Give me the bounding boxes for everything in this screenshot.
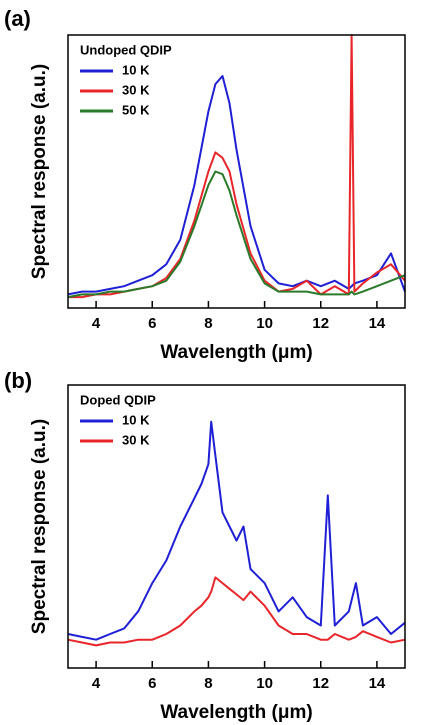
- x-tick-label: 4: [92, 675, 101, 692]
- x-axis-label: Wavelength (μm): [160, 702, 312, 723]
- legend-title: Doped QDIP: [80, 392, 156, 407]
- legend-label: 30 K: [122, 432, 150, 447]
- y-axis-label: Spectral response (a.u.): [29, 419, 50, 634]
- legend-title: Undoped QDIP: [80, 42, 172, 57]
- x-tick-label: 14: [369, 315, 386, 332]
- series-line: [67, 75, 406, 296]
- x-axis-label: Wavelength (μm): [160, 342, 312, 363]
- x-tick-label: 12: [312, 315, 329, 332]
- series-line: [68, 34, 406, 299]
- legend-label: 10 K: [122, 412, 150, 427]
- x-tick-label: 10: [256, 315, 273, 332]
- x-tick-label: 14: [369, 675, 386, 692]
- legend-label: 10 K: [122, 62, 150, 77]
- x-tick-label: 8: [204, 315, 212, 332]
- series-line: [67, 170, 406, 299]
- legend-label: 50 K: [122, 102, 150, 117]
- x-tick-label: 10: [256, 675, 273, 692]
- x-tick-label: 4: [92, 315, 101, 332]
- y-axis-label: Spectral response (a.u.): [29, 64, 50, 279]
- plot-frame: [67, 384, 406, 669]
- plot-frame: [67, 34, 406, 309]
- panel-label: (a): [4, 6, 31, 31]
- series-line: [67, 576, 406, 647]
- x-tick-label: 12: [312, 675, 329, 692]
- x-tick-label: 6: [148, 675, 156, 692]
- panel-label: (b): [4, 368, 32, 393]
- legend-label: 30 K: [122, 82, 150, 97]
- x-tick-label: 6: [148, 315, 156, 332]
- x-tick-label: 8: [204, 675, 212, 692]
- series-line: [67, 420, 406, 641]
